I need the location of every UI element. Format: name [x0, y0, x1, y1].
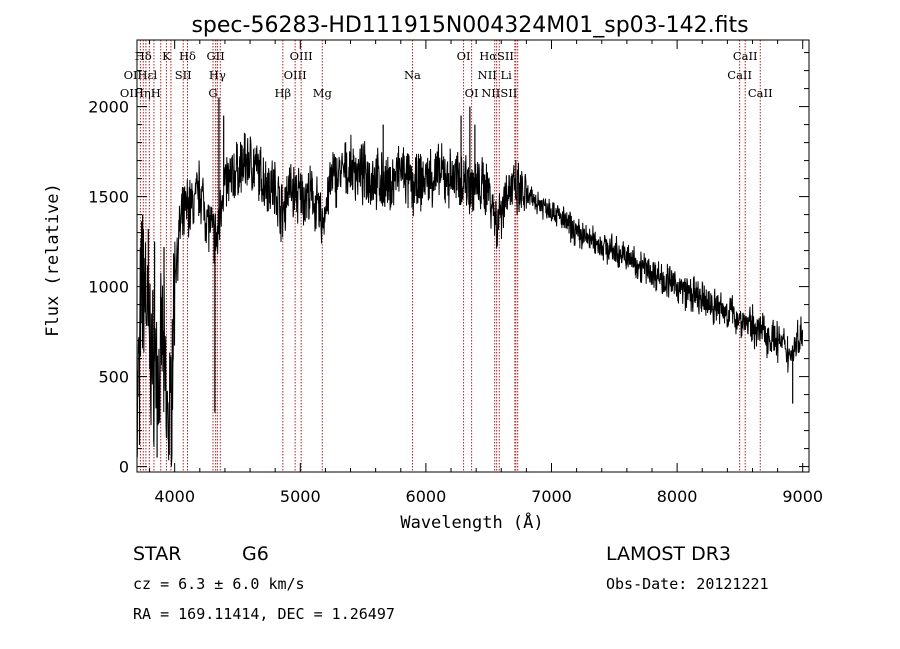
y-tick-label: 500 [98, 368, 129, 387]
line-label: G [208, 86, 217, 100]
line-label: OI [457, 49, 471, 63]
x-axis-ticks: 4000 5000 6000 7000 8000 9000 [149, 40, 823, 506]
x-tick-label: 7000 [531, 487, 572, 506]
obs-date: Obs-Date: 20121221 [606, 575, 769, 593]
line-label: NII Li [478, 68, 512, 82]
line-label: Hγ [209, 68, 226, 82]
line-label: GII [206, 49, 224, 63]
line-label: CaII [727, 68, 752, 82]
spectral-line-markers [139, 40, 761, 472]
y-tick-label: 1000 [88, 278, 129, 297]
x-axis-label: Wavelength (Å) [400, 511, 543, 533]
line-label: OIHηH [120, 86, 161, 100]
line-label: OIII [290, 49, 313, 63]
subclass: G6 [242, 543, 269, 565]
y-axis-label: Flux (relative) [43, 183, 63, 337]
x-tick-label: 6000 [406, 487, 447, 506]
line-label: CaII [733, 49, 758, 63]
line-label: K [162, 49, 171, 63]
line-label: SII [175, 68, 192, 82]
line-label: OIHεl [124, 68, 158, 82]
line-label: HαSII [479, 49, 514, 63]
line-label: Na [404, 68, 421, 82]
line-label: Mg [313, 86, 333, 100]
y-tick-label: 1500 [88, 188, 129, 207]
x-tick-label: 8000 [657, 487, 698, 506]
plot-frame [136, 39, 810, 473]
x-tick-label: 5000 [280, 487, 321, 506]
line-label: CaII [748, 86, 773, 100]
object-class: STAR [133, 543, 181, 565]
x-tick-label: 4000 [154, 487, 195, 506]
survey-name: LAMOST DR3 [606, 543, 731, 565]
y-tick-label: 2000 [88, 98, 129, 117]
x-tick-label: 9000 [782, 487, 823, 506]
line-label: Hβ [274, 86, 291, 100]
line-label: OIII [284, 68, 307, 82]
y-tick-label: 0 [119, 458, 129, 477]
chart-title: spec-56283-HD111915N004324M01_sp03-142.f… [191, 13, 748, 38]
coordinates: RA = 169.11414, DEC = 1.26497 [133, 605, 395, 623]
spectrum-trace [136, 97, 804, 467]
redshift-cz: cz = 6.3 ± 6.0 km/s [133, 575, 305, 593]
y-axis-ticks: 0 500 1000 1500 2000 [88, 52, 809, 477]
line-label: OI [465, 86, 479, 100]
line-label: NIISII [481, 86, 517, 100]
line-label: Hδ [179, 49, 196, 63]
